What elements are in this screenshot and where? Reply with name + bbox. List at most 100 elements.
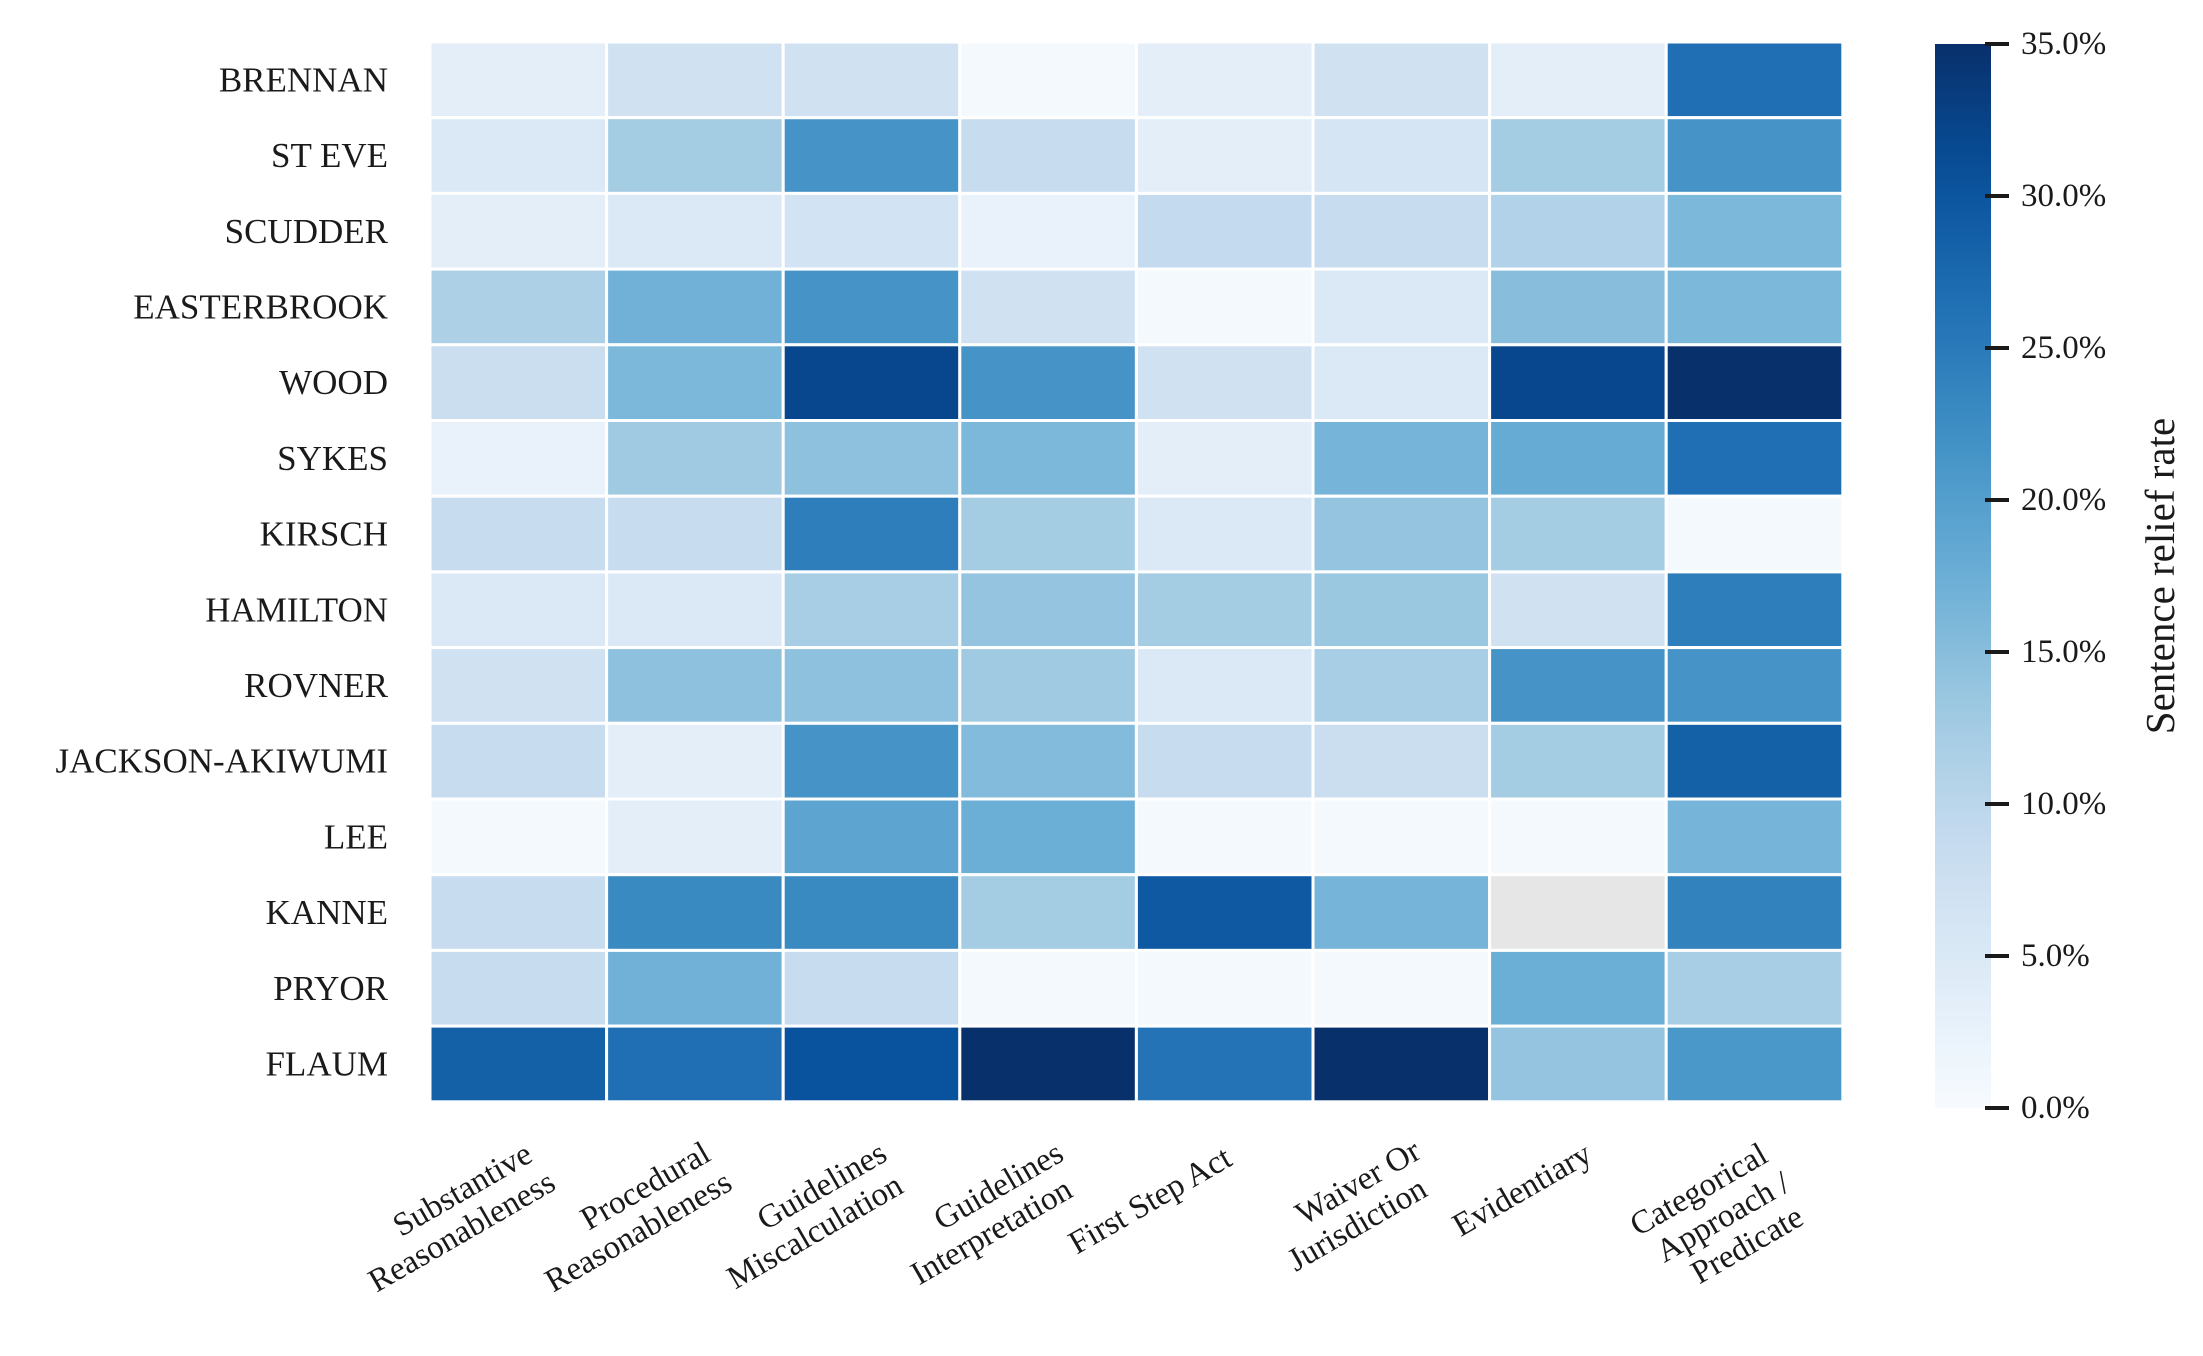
heatmap-cell — [605, 873, 785, 952]
heatmap-cell — [428, 116, 609, 195]
heatmap-cell — [1488, 646, 1668, 725]
heatmap-cell — [1488, 116, 1668, 195]
heatmap-cell — [605, 797, 785, 877]
heatmap-cell — [605, 721, 785, 801]
row-label: KIRSCH — [260, 515, 388, 554]
heatmap-cell — [1488, 343, 1668, 422]
heatmap-cell — [1664, 873, 1845, 952]
heatmap-cell — [428, 721, 609, 801]
svg-text:GuidelinesInterpretation: GuidelinesInterpretation — [887, 1135, 1088, 1292]
heatmap-cell — [605, 343, 785, 422]
heatmap-cell — [1488, 494, 1668, 574]
heatmap-cell — [1664, 40, 1845, 120]
heatmap-cell — [605, 191, 785, 271]
column-label: GuidelinesInterpretation — [887, 1135, 1088, 1292]
column-labels: SubstantiveReasonableness ProceduralReaso… — [363, 1133, 1810, 1300]
heatmap-cell — [1311, 343, 1492, 422]
row-label: HAMILTON — [205, 590, 388, 629]
heatmap-cell — [1134, 873, 1315, 952]
colorbar-tick-label: 30.0% — [2021, 178, 2106, 214]
heatmap-cell — [1134, 570, 1315, 650]
heatmap-cell — [781, 646, 962, 725]
heatmap-cell — [958, 797, 1138, 877]
heatmap-cell — [428, 570, 609, 650]
heatmap-cell — [428, 873, 609, 952]
colorbar: 0.0% 5.0% 10.0% 15.0% 20.0% 25.0% 30.0% 35.0% S… — [1935, 26, 2183, 1126]
heatmap-cell — [1311, 646, 1492, 725]
heatmap-cell — [1134, 116, 1315, 195]
heatmap-cell — [605, 494, 785, 574]
heatmap-cell — [605, 646, 785, 725]
heatmap-cell — [781, 116, 962, 195]
heatmap-cell — [1488, 40, 1668, 120]
heatmap-cell — [1488, 721, 1668, 801]
heatmap-cell — [781, 873, 962, 952]
heatmap-cell — [1311, 191, 1492, 271]
colorbar-tick-label: 25.0% — [2021, 330, 2106, 366]
heatmap-cell — [1488, 797, 1668, 877]
heatmap-cell — [1664, 116, 1845, 195]
column-label: Waiver OrJurisdiction — [1282, 1133, 1433, 1279]
svg-text:GuidelinesMiscalculation: GuidelinesMiscalculation — [703, 1135, 911, 1297]
heatmap-cell — [1134, 343, 1315, 422]
heatmap-cell — [605, 1024, 785, 1104]
heatmap-cell — [781, 948, 962, 1028]
colorbar-tick-label: 20.0% — [2021, 482, 2106, 518]
heatmap-cells — [428, 40, 1845, 1104]
column-label: GuidelinesMiscalculation — [703, 1135, 911, 1297]
row-label: WOOD — [279, 363, 388, 402]
heatmap-cell — [781, 797, 962, 877]
heatmap-cell — [1311, 570, 1492, 650]
heatmap-cell — [605, 948, 785, 1028]
heatmap-cell — [1488, 873, 1668, 952]
heatmap-cell — [958, 646, 1138, 725]
heatmap-cell — [605, 116, 785, 195]
heatmap-cell — [1311, 494, 1492, 574]
heatmap-cell — [1134, 948, 1315, 1028]
heatmap-cell — [428, 343, 609, 422]
heatmap-cell — [1664, 419, 1845, 498]
heatmap-cell — [781, 570, 962, 650]
column-label: First Step Act — [1063, 1140, 1238, 1262]
row-label: PRYOR — [273, 969, 388, 1008]
heatmap-cell — [1311, 267, 1492, 347]
heatmap-cell — [781, 1024, 962, 1104]
heatmap-cell — [1134, 40, 1315, 120]
heatmap-cell — [428, 1024, 609, 1104]
heatmap-cell — [1664, 570, 1845, 650]
heatmap-cell — [1664, 646, 1845, 725]
heatmap-cell — [1664, 267, 1845, 347]
row-label: JACKSON-AKIWUMI — [56, 742, 388, 781]
heatmap-cell — [1311, 40, 1492, 120]
heatmap-cell — [1134, 721, 1315, 801]
heatmap-cell — [428, 797, 609, 877]
heatmap-cell — [958, 570, 1138, 650]
colorbar-tick-label: 35.0% — [2021, 26, 2106, 62]
heatmap-cell — [1311, 721, 1492, 801]
heatmap-cell — [428, 646, 609, 725]
row-label: LEE — [324, 817, 388, 856]
heatmap-cell — [958, 1024, 1138, 1104]
heatmap-cell — [428, 40, 609, 120]
heatmap-cell — [958, 721, 1138, 801]
heatmap-cell — [428, 948, 609, 1028]
heatmap-cell — [1134, 1024, 1315, 1104]
heatmap-cell — [1488, 267, 1668, 347]
colorbar-tick-label: 5.0% — [2021, 938, 2090, 974]
heatmap-cell — [428, 419, 609, 498]
heatmap-cell — [1134, 797, 1315, 877]
heatmap-cell — [958, 343, 1138, 422]
heatmap-cell — [605, 40, 785, 120]
row-label: ST EVE — [271, 136, 388, 175]
heatmap-cell — [1664, 797, 1845, 877]
colorbar-label: Sentence relief rate — [2137, 418, 2183, 734]
row-label: BRENNAN — [219, 60, 388, 99]
heatmap-cell — [1311, 116, 1492, 195]
heatmap-cell — [958, 116, 1138, 195]
heatmap-cell — [781, 343, 962, 422]
heatmap-cell — [1311, 1024, 1492, 1104]
colorbar-tick-label: 0.0% — [2021, 1090, 2090, 1126]
heatmap-cell — [1664, 1024, 1845, 1104]
heatmap-cell — [1664, 494, 1845, 574]
